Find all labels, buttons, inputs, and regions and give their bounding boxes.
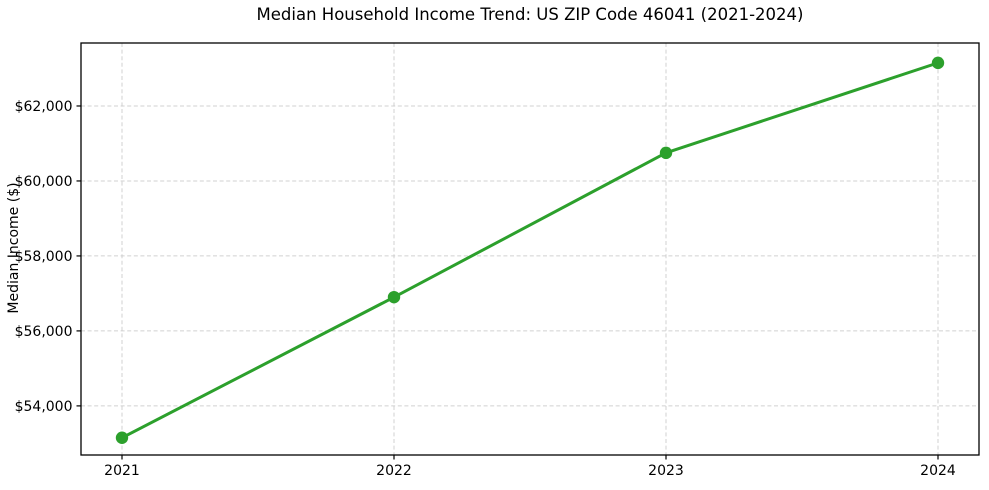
y-axis-label: Median Income ($) — [6, 182, 22, 314]
axis-spine — [80, 42, 980, 456]
y-tick-label: $62,000 — [15, 99, 73, 115]
chart-title: Median Household Income Trend: US ZIP Co… — [256, 5, 804, 24]
y-tick-label: $58,000 — [15, 249, 73, 265]
x-tick-label: 2022 — [376, 463, 412, 479]
trend-line — [120, 61, 940, 440]
data-point-2022 — [387, 290, 401, 304]
data-point-2023 — [659, 146, 673, 160]
x-tick-label: 2021 — [104, 463, 140, 479]
x-tick-label: 2024 — [920, 463, 956, 479]
data-point-2021 — [115, 431, 129, 444]
y-tick-label: $56,000 — [15, 324, 73, 340]
y-tick-label: $60,000 — [15, 174, 73, 190]
data-point-2024 — [931, 56, 945, 70]
x-tick-label: 2023 — [648, 463, 684, 479]
y-tick-label: $54,000 — [15, 399, 73, 415]
